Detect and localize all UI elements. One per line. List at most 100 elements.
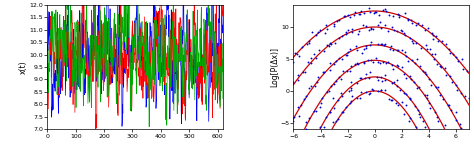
Point (334, 118, 342, 120)
Point (412, 42, 420, 44)
Point (286, 89, 294, 91)
Point (371, 11, 379, 14)
Point (406, 98, 414, 100)
Point (333, 19, 340, 22)
Point (377, 89, 384, 91)
Point (380, 44, 387, 46)
Point (335, 36, 343, 39)
Point (332, 80, 340, 83)
Point (337, 77, 345, 80)
Point (374, 89, 382, 92)
Point (450, 53, 457, 56)
Point (315, 49, 323, 51)
Point (357, 91, 365, 93)
Point (293, 52, 301, 55)
Point (422, 43, 430, 46)
Point (304, 61, 311, 64)
Point (322, 116, 330, 119)
Point (406, 36, 413, 39)
Point (308, 30, 316, 33)
Point (327, 62, 334, 64)
Point (357, 10, 365, 12)
Point (447, 109, 455, 111)
Point (353, 82, 361, 85)
Point (398, 66, 406, 68)
Point (335, 75, 343, 78)
Point (416, 128, 424, 131)
Point (346, 102, 354, 104)
Point (281, 126, 289, 129)
Point (365, 77, 373, 79)
Point (445, 104, 453, 106)
Point (389, 67, 397, 70)
Point (452, 110, 460, 113)
Point (350, 14, 358, 16)
Point (322, 24, 330, 27)
Point (346, 89, 354, 91)
Y-axis label: Log[P(Δx)]: Log[P(Δx)] (270, 47, 279, 87)
Point (303, 43, 311, 45)
Point (389, 99, 396, 101)
Point (381, 89, 389, 91)
Point (390, 48, 397, 51)
Point (442, 73, 449, 76)
Point (394, 49, 401, 51)
Point (453, 56, 460, 59)
Point (348, 31, 356, 33)
Point (362, 47, 370, 49)
Point (402, 55, 410, 57)
Point (315, 76, 322, 78)
Point (326, 69, 334, 71)
Point (351, 63, 359, 66)
Point (437, 65, 444, 67)
Point (395, 14, 403, 16)
Point (461, 94, 468, 97)
Point (446, 75, 454, 77)
Point (406, 117, 414, 120)
Point (369, 28, 377, 30)
Point (438, 66, 445, 68)
Point (316, 29, 323, 31)
Point (401, 33, 409, 36)
Point (366, 44, 374, 46)
Point (394, 13, 401, 16)
Point (415, 113, 423, 115)
Point (395, 16, 403, 18)
Point (299, 71, 307, 73)
Point (385, 14, 393, 16)
Point (327, 111, 334, 113)
Point (414, 109, 422, 111)
Point (406, 97, 413, 99)
Point (370, 89, 377, 91)
Point (314, 31, 321, 34)
Point (361, 12, 368, 14)
Point (347, 81, 355, 83)
Point (360, 60, 367, 63)
Point (400, 73, 407, 75)
Point (423, 94, 430, 97)
Point (401, 113, 408, 115)
Point (330, 23, 337, 25)
Point (390, 81, 397, 83)
Point (339, 111, 346, 113)
Point (370, 12, 378, 15)
Point (302, 95, 310, 97)
Point (290, 61, 297, 63)
Point (459, 58, 466, 61)
Point (402, 93, 410, 95)
Point (338, 57, 346, 60)
Point (437, 94, 444, 96)
Point (374, 43, 382, 46)
Point (344, 14, 351, 17)
Point (342, 33, 349, 36)
Point (323, 90, 331, 93)
Point (373, 75, 381, 78)
Point (360, 24, 367, 26)
Point (415, 85, 422, 88)
Point (433, 35, 440, 38)
Point (441, 124, 449, 126)
Point (454, 89, 461, 92)
Point (448, 81, 456, 83)
Point (454, 59, 462, 62)
Point (377, 26, 385, 29)
